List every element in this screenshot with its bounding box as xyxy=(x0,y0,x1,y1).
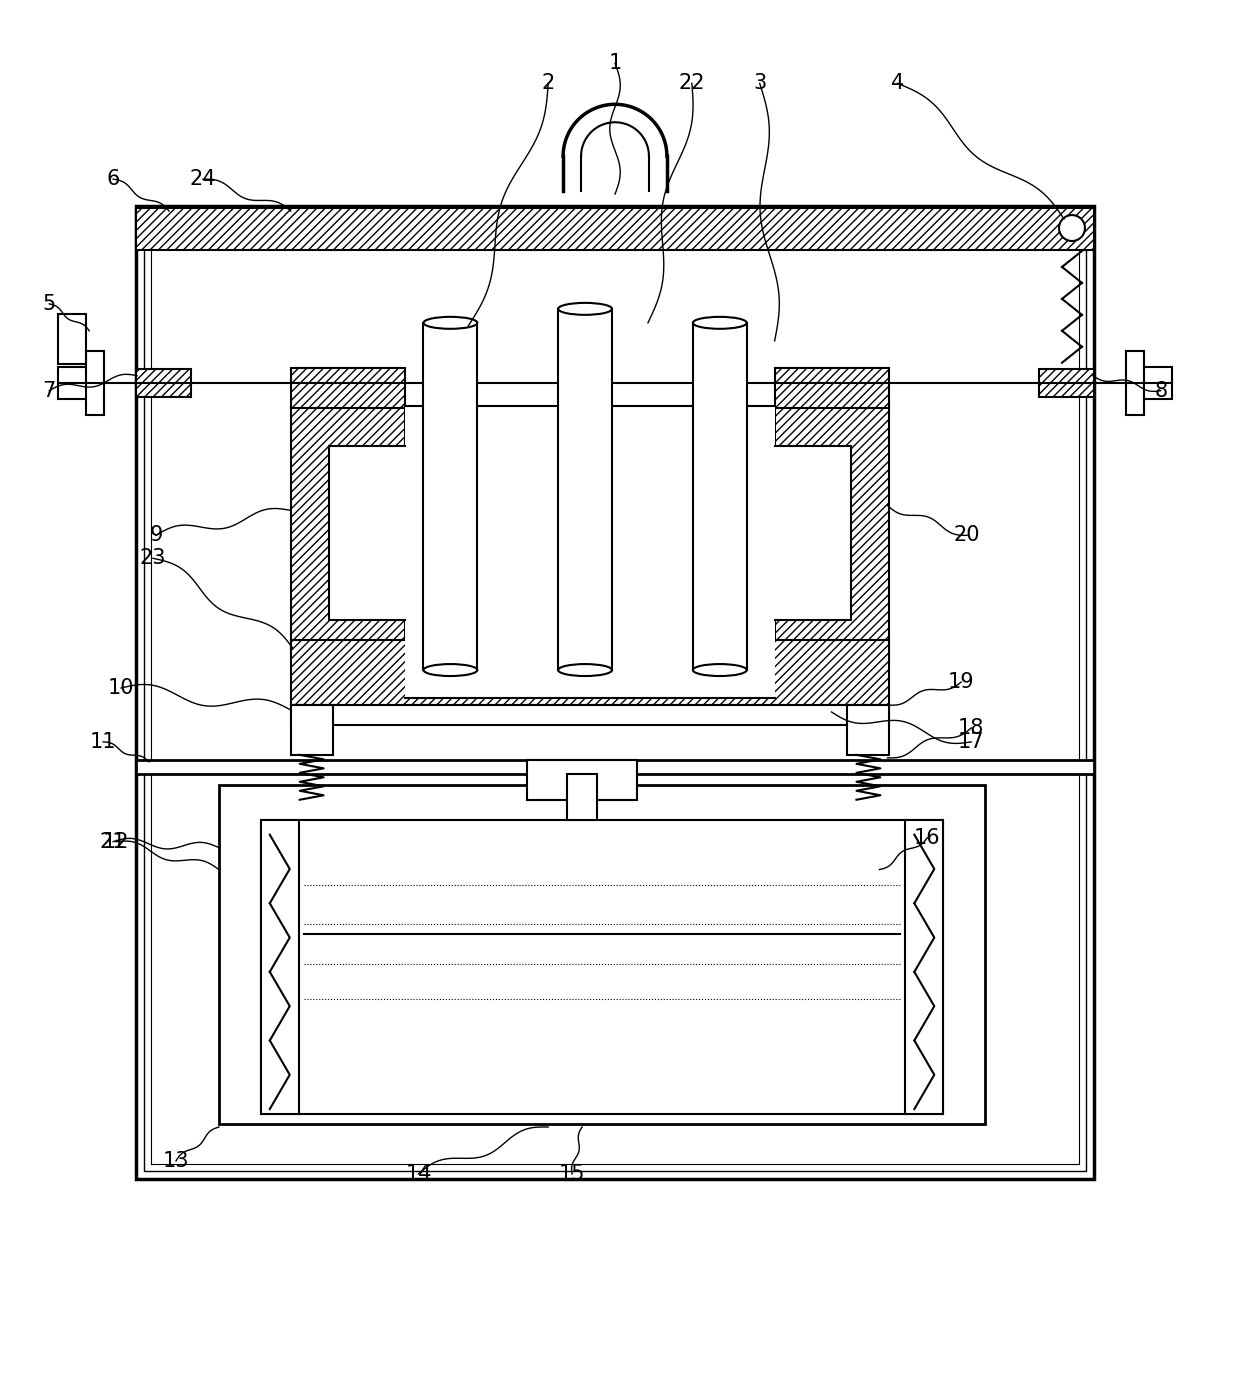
Text: 21: 21 xyxy=(100,832,126,851)
Bar xyxy=(136,209,1094,250)
Bar xyxy=(329,445,405,621)
Text: 17: 17 xyxy=(959,732,985,752)
Text: 16: 16 xyxy=(914,828,941,847)
Text: 20: 20 xyxy=(954,525,981,546)
Ellipse shape xyxy=(558,665,613,676)
Text: 9: 9 xyxy=(149,525,162,546)
Text: 6: 6 xyxy=(107,169,120,189)
Bar xyxy=(775,406,889,661)
Bar xyxy=(136,760,1094,774)
Bar xyxy=(136,369,191,397)
Bar xyxy=(58,366,103,398)
Text: 3: 3 xyxy=(753,73,766,94)
Bar xyxy=(558,308,613,670)
Bar xyxy=(260,820,299,1114)
Bar xyxy=(693,323,746,670)
Text: 10: 10 xyxy=(108,679,134,698)
Ellipse shape xyxy=(693,665,746,676)
Bar xyxy=(423,323,477,670)
Bar xyxy=(144,214,1086,1171)
Bar xyxy=(1039,369,1094,397)
Bar xyxy=(527,760,637,800)
Text: 5: 5 xyxy=(42,294,56,314)
Text: 14: 14 xyxy=(405,1164,432,1184)
Bar xyxy=(290,640,889,705)
Ellipse shape xyxy=(423,316,477,329)
Bar xyxy=(290,705,332,755)
Circle shape xyxy=(1059,216,1085,240)
Text: 1: 1 xyxy=(609,54,621,73)
Bar xyxy=(567,774,596,820)
Bar xyxy=(219,785,986,1124)
Bar xyxy=(290,368,405,408)
Text: 22: 22 xyxy=(678,73,706,94)
Text: 4: 4 xyxy=(890,73,904,94)
Bar xyxy=(1127,366,1172,398)
Bar xyxy=(905,820,944,1114)
Text: 12: 12 xyxy=(103,832,129,851)
Text: 11: 11 xyxy=(91,732,117,752)
Text: 19: 19 xyxy=(947,672,975,692)
Ellipse shape xyxy=(558,303,613,315)
Text: 24: 24 xyxy=(190,169,216,189)
Bar xyxy=(847,705,889,755)
Bar xyxy=(775,368,889,408)
Bar xyxy=(87,351,104,415)
Text: 23: 23 xyxy=(140,549,166,568)
Bar xyxy=(136,206,1094,1179)
Bar xyxy=(58,314,87,363)
Bar xyxy=(290,406,405,661)
Text: 7: 7 xyxy=(42,380,56,401)
Text: 2: 2 xyxy=(542,73,554,94)
Bar xyxy=(775,445,852,621)
Ellipse shape xyxy=(423,665,477,676)
Bar xyxy=(260,820,944,1114)
Ellipse shape xyxy=(693,316,746,329)
Text: 18: 18 xyxy=(959,717,985,738)
Text: 15: 15 xyxy=(559,1164,585,1184)
Bar xyxy=(405,406,775,698)
Bar xyxy=(290,705,889,726)
Bar xyxy=(1126,351,1143,415)
Text: 13: 13 xyxy=(162,1151,190,1171)
Text: 8: 8 xyxy=(1154,380,1167,401)
